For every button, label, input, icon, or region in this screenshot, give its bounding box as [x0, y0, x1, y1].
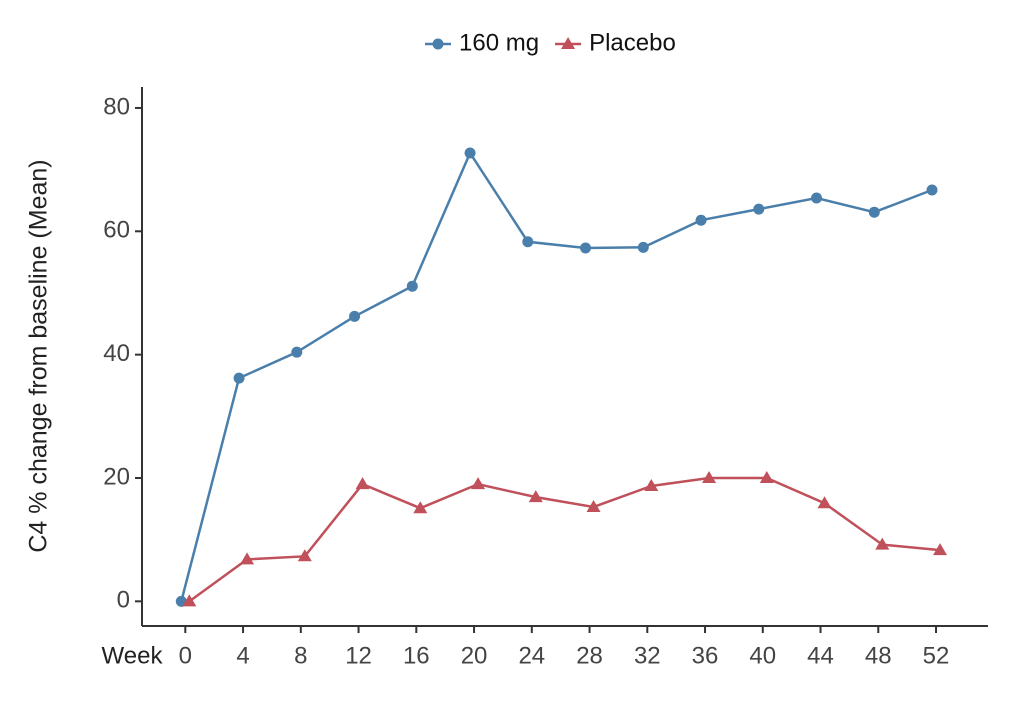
- marker: [522, 236, 534, 248]
- marker: [933, 543, 948, 556]
- marker: [464, 147, 476, 159]
- x-tick-label: 40: [749, 642, 776, 669]
- legend-marker: [561, 37, 576, 49]
- y-tick-label: 0: [117, 587, 130, 614]
- marker: [644, 479, 659, 492]
- x-tick-label: 16: [403, 642, 430, 669]
- marker: [759, 470, 774, 483]
- x-tick-label: 32: [634, 642, 661, 669]
- marker: [297, 549, 312, 562]
- marker: [753, 203, 765, 215]
- marker: [349, 310, 361, 322]
- x-axis-label: Week: [102, 642, 164, 669]
- marker: [580, 242, 592, 254]
- x-tick-label: 12: [345, 642, 372, 669]
- x-tick-label: 48: [865, 642, 892, 669]
- y-tick-label: 20: [103, 463, 130, 490]
- y-tick-label: 60: [103, 217, 130, 244]
- series-line: [180, 150, 933, 602]
- marker: [355, 477, 370, 490]
- marker: [471, 477, 486, 490]
- y-tick-label: 80: [103, 93, 130, 120]
- marker: [406, 280, 418, 292]
- y-tick-label: 40: [103, 340, 130, 367]
- marker: [637, 241, 649, 253]
- x-tick-label: 24: [518, 642, 545, 669]
- marker: [817, 496, 832, 509]
- x-tick-label: 52: [923, 642, 950, 669]
- marker: [702, 470, 717, 483]
- x-tick-label: 28: [576, 642, 603, 669]
- marker: [528, 490, 543, 503]
- marker: [868, 206, 880, 218]
- x-tick-label: 0: [179, 642, 192, 669]
- y-axis-label: C4 % change from baseline (Mean): [25, 159, 53, 552]
- legend-label: 160 mg: [459, 29, 539, 56]
- marker: [291, 346, 303, 358]
- marker: [811, 192, 823, 204]
- x-tick-label: 36: [692, 642, 719, 669]
- marker: [586, 499, 601, 512]
- x-tick-label: 8: [294, 642, 307, 669]
- x-tick-label: 4: [236, 642, 249, 669]
- marker: [233, 372, 245, 384]
- marker: [413, 501, 428, 514]
- marker: [926, 184, 938, 196]
- legend-marker: [432, 38, 444, 50]
- marker: [182, 594, 197, 607]
- series-line: [188, 476, 941, 603]
- marker: [695, 214, 707, 226]
- marker: [240, 552, 255, 565]
- x-tick-label: 44: [807, 642, 834, 669]
- x-tick-label: 20: [461, 642, 488, 669]
- legend-label: Placebo: [589, 29, 676, 56]
- marker: [875, 537, 890, 550]
